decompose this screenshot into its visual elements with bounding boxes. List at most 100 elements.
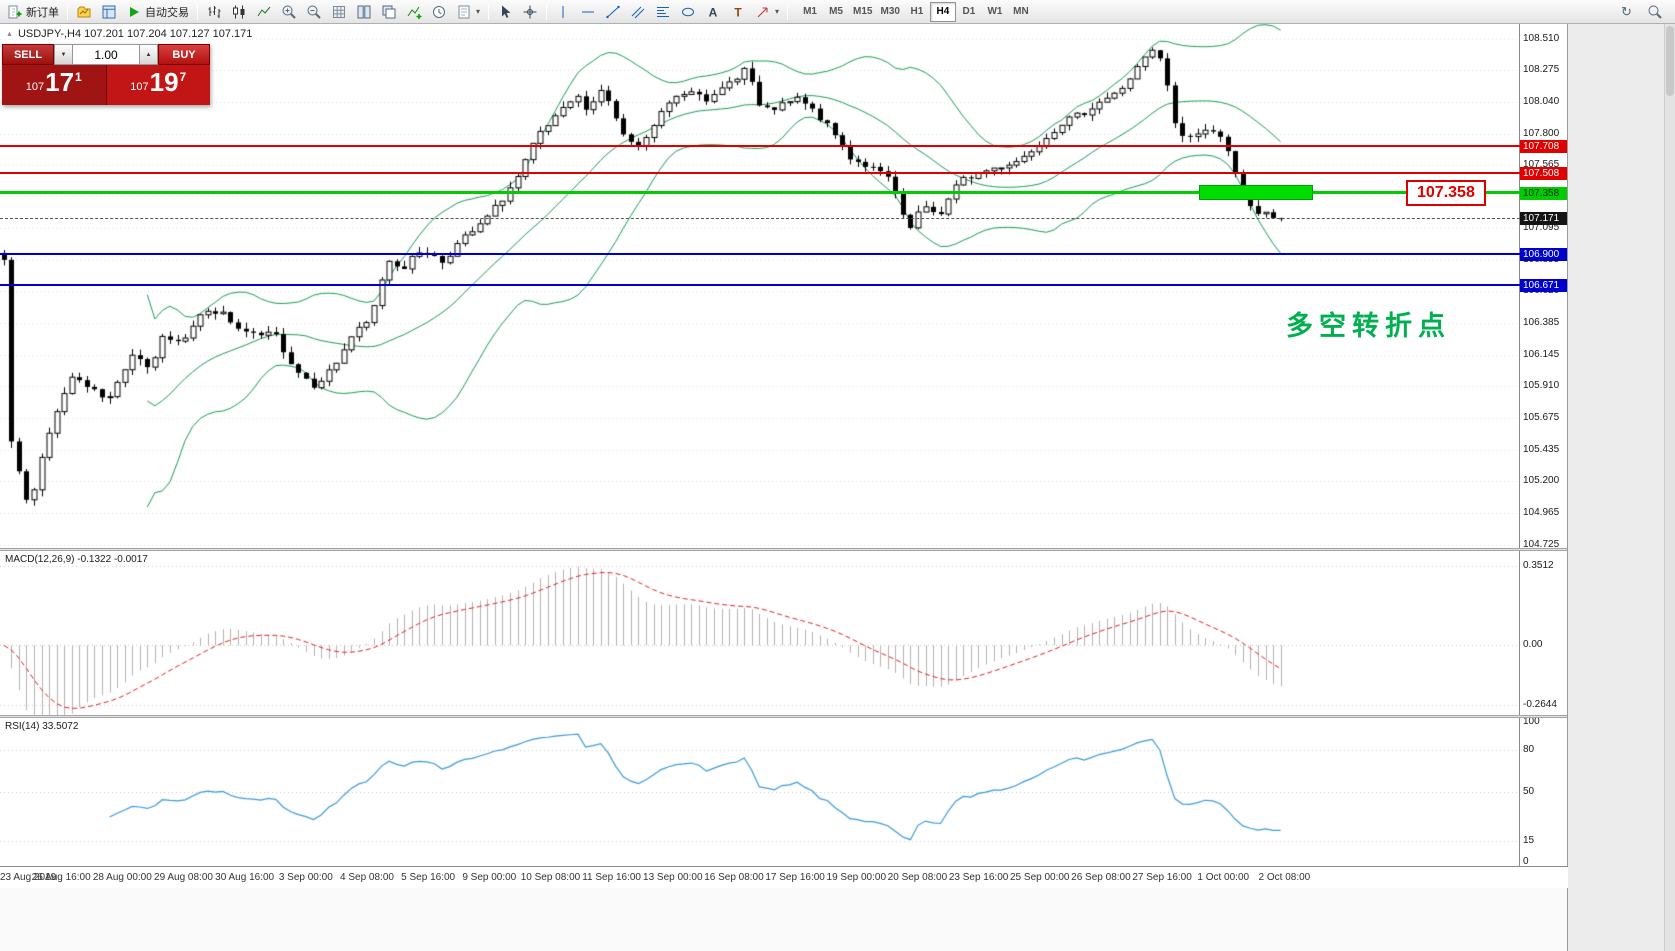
- candlestick-chart-button[interactable]: [227, 1, 251, 22]
- cursor-icon: [502, 5, 511, 18]
- channel-tool-button[interactable]: [626, 1, 650, 22]
- vertical-line-tool-button[interactable]: [551, 1, 575, 22]
- time-label: 19 Sep 00:00: [826, 872, 887, 883]
- timeframe-button-h1[interactable]: H1: [904, 2, 930, 22]
- highlight-rectangle[interactable]: [1199, 184, 1314, 200]
- chart-text-annotation[interactable]: 多空转折点: [1286, 311, 1451, 341]
- refresh-button[interactable]: ↻: [1615, 1, 1638, 22]
- price-panel: ▲ USDJPY-,H4 107.201 107.204 107.127 107…: [0, 24, 1567, 548]
- price-tick: 105.910: [1523, 380, 1560, 392]
- price-label-annotation[interactable]: 107.358: [1406, 179, 1486, 206]
- one-click-trading-panel: SELL ▼ ▲ BUY 107 17 1 107: [2, 44, 210, 105]
- clock-icon: [433, 5, 445, 18]
- price-line-tag: 106.900: [1520, 247, 1567, 261]
- volume-increase-button[interactable]: ▲: [139, 44, 158, 65]
- vertical-scrollbar[interactable]: [1664, 24, 1675, 951]
- zoom-out-button[interactable]: [302, 1, 326, 22]
- periods-button[interactable]: [427, 1, 451, 22]
- toolbar-separator: [787, 3, 789, 20]
- time-label: 2 Oct 08:00: [1258, 872, 1311, 883]
- time-label: 10 Sep 08:00: [520, 872, 581, 883]
- macd-tick: -0.2644: [1523, 698, 1557, 710]
- cascade-windows-button[interactable]: [377, 1, 401, 22]
- buy-price[interactable]: 107 19 7: [106, 65, 210, 105]
- indicators-button[interactable]: [402, 1, 426, 22]
- price-scale[interactable]: 108.510 108.275 108.040 107.800 107.565 107.3…: [1519, 24, 1567, 548]
- timeframe-button-m15[interactable]: M15: [849, 2, 876, 22]
- timeframe-button-h4[interactable]: H4: [929, 1, 956, 22]
- price-line-tag: 106.671: [1520, 278, 1567, 292]
- panel-separator[interactable]: [0, 548, 1567, 551]
- horizontal-line-107.508[interactable]: [0, 171, 1520, 174]
- toolbar-separator: [488, 3, 490, 20]
- horizontal-line-107.708[interactable]: [0, 144, 1520, 147]
- horizontal-line-tool-button[interactable]: [576, 1, 600, 22]
- price-tick: 104.725: [1523, 538, 1560, 548]
- search-icon: [1648, 5, 1662, 19]
- macd-chart-canvas[interactable]: [0, 551, 1520, 715]
- time-label: 23 Sep 16:00: [948, 872, 1009, 883]
- toolbar-separator: [197, 3, 198, 20]
- line-chart-button[interactable]: [252, 1, 276, 22]
- arrows-caret-icon: ▾: [775, 7, 780, 16]
- price-tick: 107.800: [1523, 127, 1560, 139]
- bottom-filler: [0, 888, 1567, 951]
- shapes-tool-button[interactable]: [676, 1, 700, 22]
- timeframe-button-mn[interactable]: MN: [1008, 2, 1034, 22]
- macd-scale[interactable]: 0.3512 0.00 -0.2644: [1519, 551, 1567, 715]
- time-label: 29 Aug 08:00: [154, 872, 213, 883]
- panel-separator[interactable]: [0, 715, 1567, 718]
- timeframe-button-d1[interactable]: D1: [956, 2, 982, 22]
- templates-caret-icon: ▾: [476, 7, 481, 16]
- fibonacci-tool-button[interactable]: [651, 1, 675, 22]
- price-tick: 104.965: [1523, 506, 1560, 518]
- templates-button[interactable]: ▾: [452, 1, 484, 22]
- toolbar-separator: [546, 3, 548, 20]
- autotrading-button[interactable]: 自动交易: [122, 1, 193, 22]
- sell-price-base: 107: [25, 81, 45, 93]
- search-button[interactable]: [1643, 1, 1667, 22]
- rsi-scale[interactable]: 100 80 50 15 0: [1519, 718, 1567, 866]
- sell-button[interactable]: SELL: [2, 44, 54, 65]
- text-label-tool-button[interactable]: T: [726, 1, 750, 22]
- timeframe-button-m1[interactable]: M1: [797, 2, 823, 22]
- volume-input[interactable]: [73, 44, 139, 65]
- scrollbar-thumb[interactable]: [1666, 26, 1674, 96]
- rsi-chart-canvas[interactable]: [0, 718, 1520, 866]
- price-tick: 106.385: [1523, 316, 1560, 328]
- timeframe-button-m5[interactable]: M5: [823, 2, 849, 22]
- time-label: 26 Sep 08:00: [1071, 872, 1131, 883]
- buy-button[interactable]: BUY: [158, 44, 210, 65]
- trendline-tool-button[interactable]: [601, 1, 625, 22]
- order-prices-row: 107 17 1 107 19 7: [2, 65, 210, 105]
- new-order-button[interactable]: 新订单: [3, 1, 63, 22]
- label-icon: T: [734, 5, 742, 19]
- sell-price[interactable]: 107 17 1: [2, 65, 107, 105]
- zoom-in-button[interactable]: [277, 1, 301, 22]
- text-tool-button[interactable]: A: [701, 1, 725, 22]
- price-chart-canvas[interactable]: [0, 24, 1520, 548]
- horizontal-line-106.900[interactable]: [0, 252, 1520, 255]
- arrows-tool-button[interactable]: ▾: [751, 1, 783, 22]
- time-axis[interactable]: 23 Aug 2019 26 Aug 16:00 28 Aug 00:00 29 Au…: [0, 866, 1568, 888]
- price-tick: 108.510: [1523, 32, 1560, 44]
- timeframe-button-w1[interactable]: W1: [982, 2, 1008, 22]
- cursor-button[interactable]: [493, 1, 517, 22]
- horizontal-line-107.358[interactable]: [0, 191, 1520, 195]
- buy-price-sup: 7: [179, 70, 187, 84]
- grid-button[interactable]: [327, 1, 351, 22]
- macd-label: MACD(12,26,9) -0.1322 -0.0017: [5, 554, 148, 565]
- price-tick: 108.275: [1523, 64, 1560, 76]
- volume-decrease-button[interactable]: ▼: [54, 44, 73, 65]
- timeframe-button-m30[interactable]: M30: [876, 2, 903, 22]
- tile-windows-button[interactable]: [352, 1, 376, 22]
- collapse-panel-icon[interactable]: ▲: [6, 30, 13, 38]
- time-label: 4 Sep 08:00: [340, 872, 394, 883]
- bar-chart-button[interactable]: [202, 1, 226, 22]
- market-watch-button[interactable]: [97, 1, 121, 22]
- horizontal-line-106.671[interactable]: [0, 283, 1520, 286]
- symbol-info: ▲ USDJPY-,H4 107.201 107.204 107.127 107…: [6, 28, 252, 40]
- sell-price-sup: 1: [75, 70, 82, 84]
- crosshair-button[interactable]: [518, 1, 542, 22]
- profiles-button[interactable]: [72, 1, 96, 22]
